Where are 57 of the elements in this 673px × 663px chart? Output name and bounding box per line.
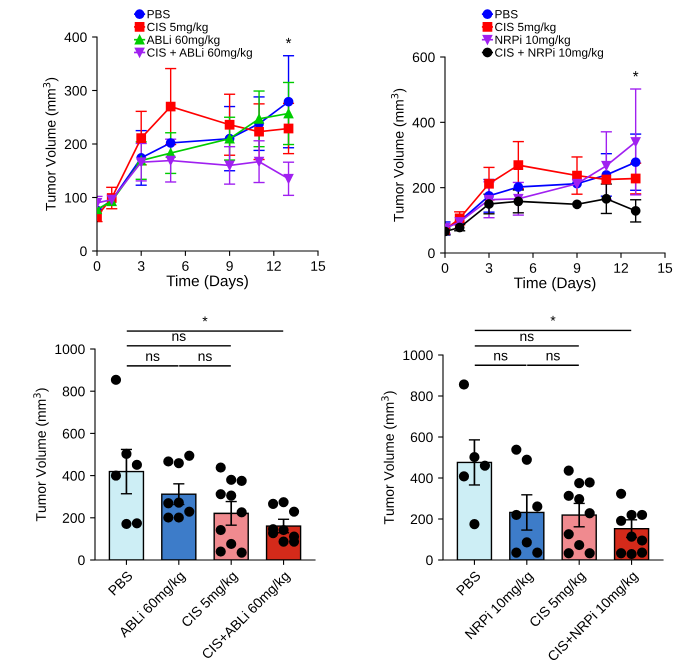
x-tick-label: 3 xyxy=(486,263,492,273)
x-tick-label: 9 xyxy=(226,261,233,271)
annotation: * xyxy=(632,71,638,77)
legend-label: CIS 5mg/kg xyxy=(495,22,556,34)
text: ns xyxy=(172,333,186,341)
x-tick-label: 0 xyxy=(442,263,448,273)
text: * xyxy=(550,316,556,321)
y-tick-label: 400 xyxy=(412,118,435,128)
x-tick-label: 6 xyxy=(182,261,189,271)
legend-label: PBS xyxy=(495,10,518,18)
y-axis-title: Tumor Volume (mm$^{3}$) xyxy=(33,388,49,522)
y-axis-title: Tumor Volume (mm$^{3}$) xyxy=(381,391,397,524)
x-tick-label: 15 xyxy=(311,261,326,271)
x-axis-title: Time (Days) xyxy=(166,275,248,290)
legend-label: CIS + NRPi 10mg/kg xyxy=(495,48,604,60)
y-tick-label: 300 xyxy=(64,86,87,96)
y-tick-label: 200 xyxy=(412,183,435,193)
y-tick-label: 0 xyxy=(80,246,87,256)
y-axis-title: Tumor Volume (mm$^{3}$) xyxy=(390,88,406,222)
annotation: ns xyxy=(494,352,508,360)
y-tick-label: 0 xyxy=(428,248,435,258)
x-tick-label: 15 xyxy=(658,263,672,273)
y-tick-label: 400 xyxy=(410,473,433,484)
x-tick-label: 9 xyxy=(574,263,580,273)
y-tick-label: 600 xyxy=(410,432,433,442)
y-tick-label: 200 xyxy=(62,513,85,523)
y-tick-label: 600 xyxy=(412,52,435,62)
legend-label: CIS 5mg/kg xyxy=(147,22,208,34)
y-tick-label: 1000 xyxy=(55,344,85,354)
y-tick-label: 400 xyxy=(62,470,85,481)
x-tick-label: 12 xyxy=(614,263,628,273)
text: ns xyxy=(520,334,534,342)
x-tick-label: 12 xyxy=(267,261,281,271)
x-tick-label: 6 xyxy=(530,263,536,273)
annotation: ns xyxy=(146,353,160,362)
y-tick-label: 800 xyxy=(62,386,85,396)
y-tick-label: 600 xyxy=(62,428,85,439)
x-axis-title: Time (Days) xyxy=(514,277,596,292)
legend-label: NRPi 10mg/kg xyxy=(495,35,570,46)
y-tick-label: 200 xyxy=(64,139,87,150)
annotation: ns xyxy=(546,352,560,360)
y-tick-label: 400 xyxy=(64,32,87,42)
annotation: * xyxy=(286,38,292,44)
y-tick-label: 0 xyxy=(426,555,433,566)
legend-label: CIS + ABLi 60mg/kg xyxy=(147,48,252,60)
y-axis-title: Tumor Volume (mm$^{3}$) xyxy=(42,78,58,211)
legend-label: ABLi 60mg/kg xyxy=(146,35,220,46)
y-tick-label: 200 xyxy=(410,514,433,524)
text: * xyxy=(202,316,208,322)
x-tick-label: 0 xyxy=(94,261,100,271)
y-tick-label: 100 xyxy=(65,192,87,203)
annotation: ns xyxy=(198,353,212,362)
x-tick-label: 3 xyxy=(138,261,144,271)
y-tick-label: 1000 xyxy=(403,350,433,360)
legend-label: PBS xyxy=(148,10,170,18)
y-tick-label: 0 xyxy=(78,555,85,566)
y-tick-label: 800 xyxy=(410,391,433,402)
